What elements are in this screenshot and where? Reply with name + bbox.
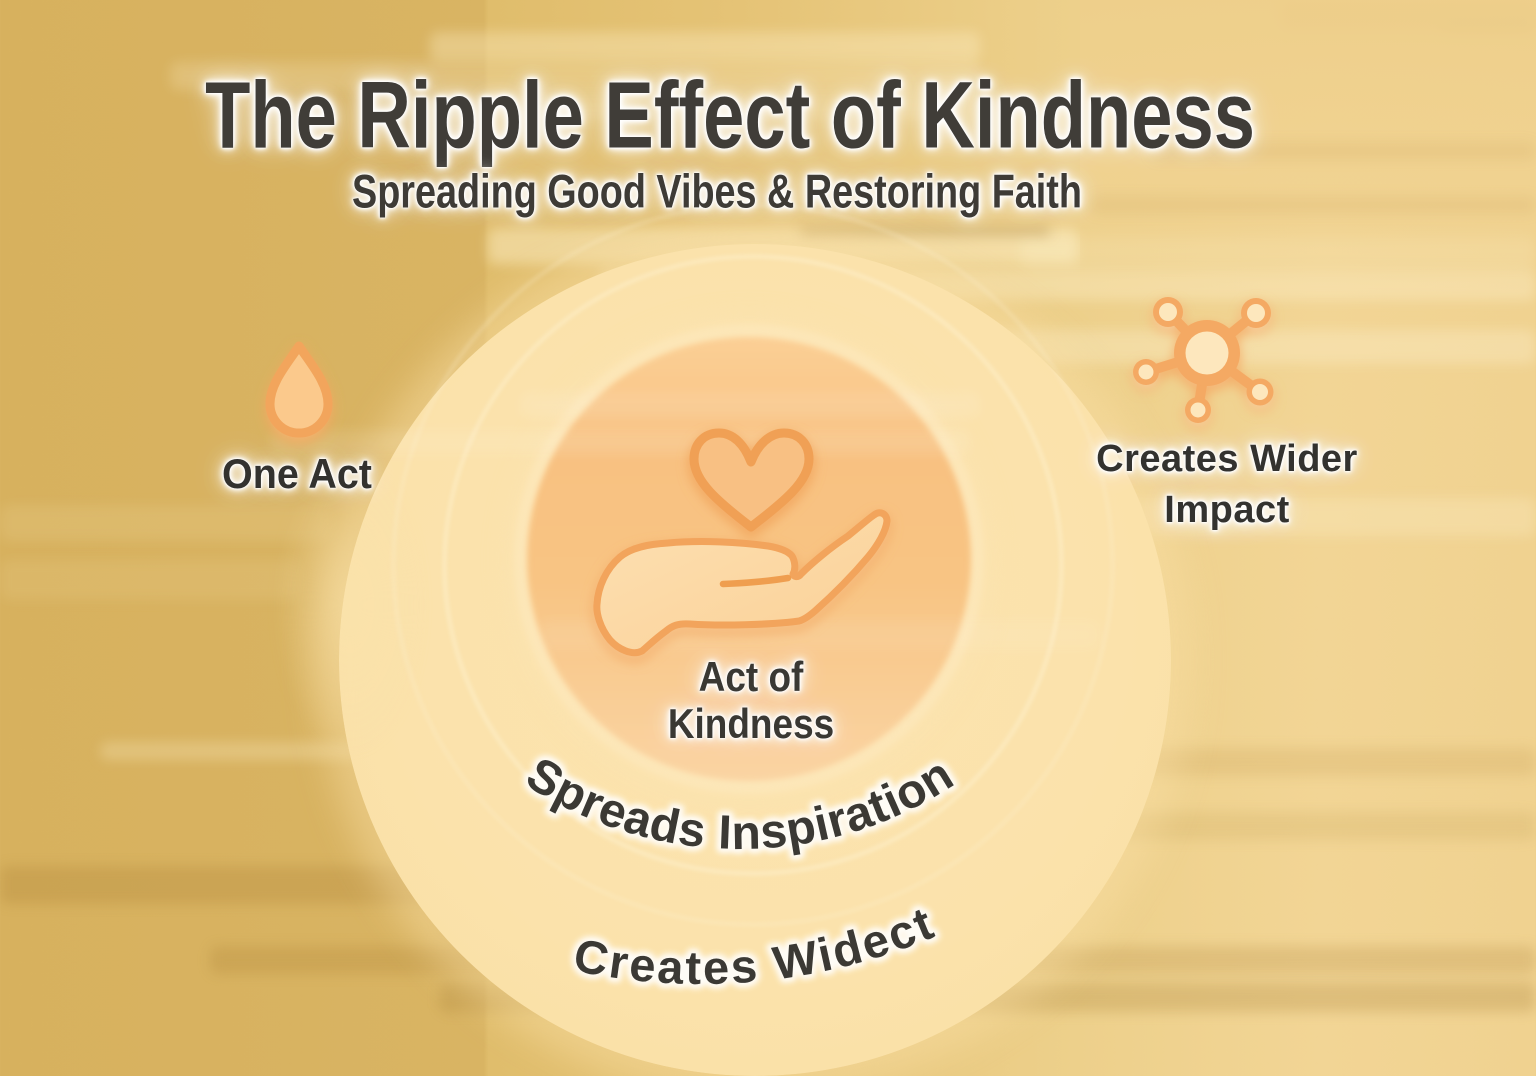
svg-text:Spreads Inspiration: Spreads Inspiration [517, 748, 962, 861]
svg-text:Creates Widect: Creates Widect [570, 895, 942, 994]
